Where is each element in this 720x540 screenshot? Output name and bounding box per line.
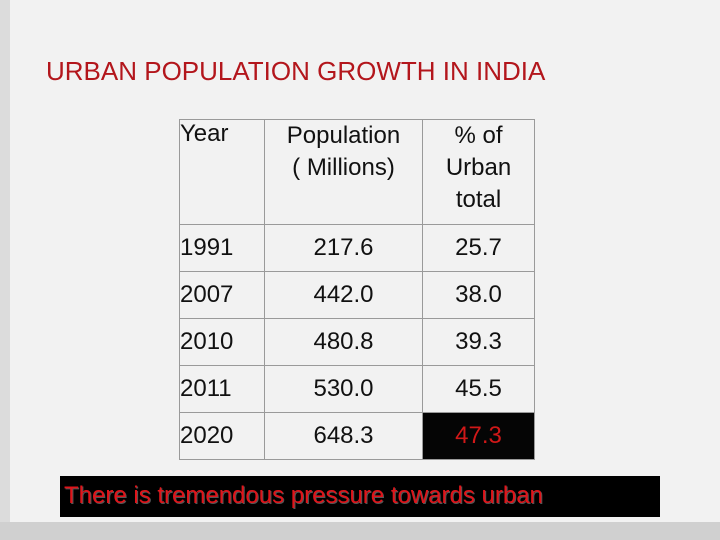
cell-population: 480.8 [264,318,423,366]
slide-title: URBAN POPULATION GROWTH IN INDIA [46,56,546,86]
table-row: 2011 530.0 45.5 [179,365,535,413]
cell-percent: 45.5 [422,365,535,413]
cell-percent: 25.7 [422,224,535,272]
bottom-strip [0,522,720,540]
cell-population: 530.0 [264,365,423,413]
header-population-line2: ( Millions) [292,154,395,181]
table-row: 2007 442.0 38.0 [179,271,535,319]
header-year: Year [179,119,265,225]
table-row: 1991 217.6 25.7 [179,224,535,272]
cell-year: 1991 [179,224,265,272]
table-row: 2020 648.3 47.3 [179,412,535,460]
table-header-row: Year Population ( Millions) % of Urban t… [179,119,535,225]
population-table: Year Population ( Millions) % of Urban t… [179,119,535,460]
header-percent-line1: % of [454,122,503,149]
header-percent-line2: Urban [445,154,512,181]
cell-population: 442.0 [264,271,423,319]
cell-year: 2007 [179,271,265,319]
left-accent-bar [0,0,10,540]
header-population: Population ( Millions) [264,119,423,225]
cell-population: 648.3 [264,412,423,460]
footer-banner [60,476,660,517]
cell-year: 2020 [179,412,265,460]
cell-percent: 38.0 [422,271,535,319]
cell-year: 2010 [179,318,265,366]
cell-population: 217.6 [264,224,423,272]
cell-year: 2011 [179,365,265,413]
footer-text: There is tremendous pressure towards urb… [64,482,543,509]
header-percent: % of Urban total [422,119,535,225]
cell-percent: 39.3 [422,318,535,366]
header-population-line1: Population [286,122,401,149]
table-row: 2010 480.8 39.3 [179,318,535,366]
header-percent-line3: total [455,186,502,213]
cell-percent-highlighted: 47.3 [422,412,535,460]
